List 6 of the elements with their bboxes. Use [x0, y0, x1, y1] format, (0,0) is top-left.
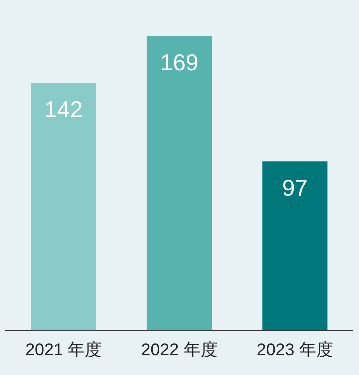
- x-tick-label: 2022 年度: [141, 340, 218, 360]
- x-tick-label: 2023 年度: [256, 340, 334, 360]
- data-label: 142: [44, 96, 84, 123]
- x-tick-label: 2021 年度: [26, 340, 102, 360]
- data-label: 97: [282, 174, 308, 201]
- data-label: 169: [160, 50, 199, 76]
